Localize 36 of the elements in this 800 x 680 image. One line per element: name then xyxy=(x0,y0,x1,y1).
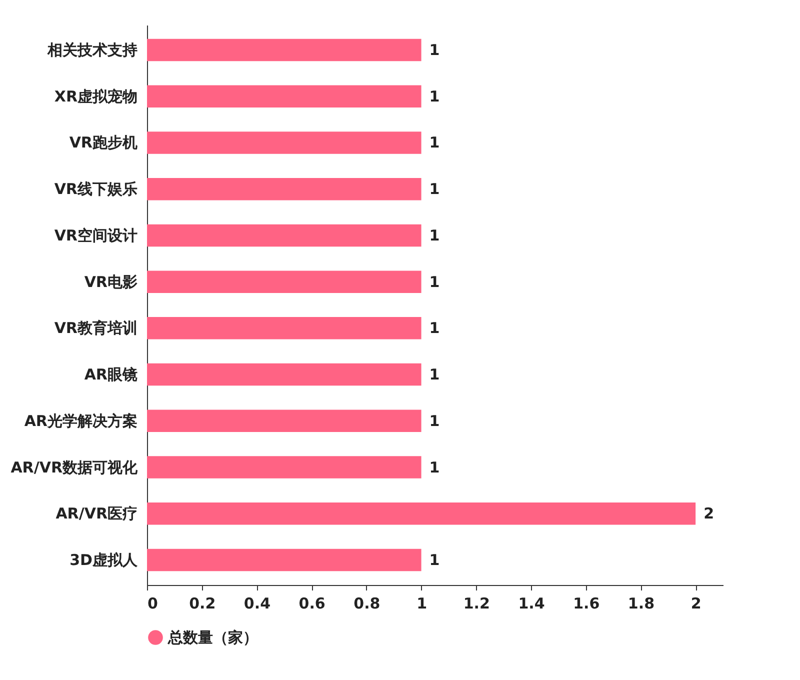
data-label: 1 xyxy=(429,180,440,198)
x-tick-label: 0.4 xyxy=(244,594,271,612)
y-tick-label: VR电影 xyxy=(84,272,138,291)
y-tick-label: AR/VR数据可视化 xyxy=(10,458,138,476)
x-tick-label: 0.2 xyxy=(189,594,216,612)
y-tick-label: VR跑步机 xyxy=(69,134,138,152)
data-label: 1 xyxy=(429,458,440,476)
data-label: 2 xyxy=(704,504,714,523)
x-tick-label: 1.6 xyxy=(573,594,600,612)
data-label: 1 xyxy=(429,366,440,384)
x-tick-label: 0.6 xyxy=(298,594,326,612)
x-tick-label: 0 xyxy=(148,594,158,612)
y-tick-label: VR线下娱乐 xyxy=(54,180,138,198)
x-tick-label: 2 xyxy=(690,594,702,612)
y-tick-label: AR/VR医疗 xyxy=(56,504,138,523)
legend-label: 总数量（家） xyxy=(167,628,258,646)
data-label: 1 xyxy=(429,550,440,569)
data-label: 1 xyxy=(429,272,440,291)
y-tick-label: AR眼镜 xyxy=(84,366,138,384)
data-label: 1 xyxy=(429,87,440,106)
data-label: 1 xyxy=(429,41,440,60)
y-tick-label: 3D虚拟人 xyxy=(70,550,138,569)
x-tick-label: 1.4 xyxy=(518,594,545,612)
y-tick-label: VR空间设计 xyxy=(54,226,138,244)
x-tick-label: 1.2 xyxy=(463,594,490,612)
y-tick-label: XR虚拟宠物 xyxy=(54,87,138,106)
x-tick-label: 1.8 xyxy=(628,594,655,612)
data-label: 1 xyxy=(429,412,440,430)
data-label: 1 xyxy=(429,134,440,152)
y-tick-label: AR光学解决方案 xyxy=(24,412,138,430)
data-label: 1 xyxy=(429,319,440,338)
x-tick-label: 0.8 xyxy=(354,594,380,612)
y-tick-label: VR教育培训 xyxy=(54,319,138,338)
y-tick-label: 相关技术支持 xyxy=(46,41,138,60)
x-tick-label: 1 xyxy=(416,594,428,612)
data-label: 1 xyxy=(429,226,440,244)
